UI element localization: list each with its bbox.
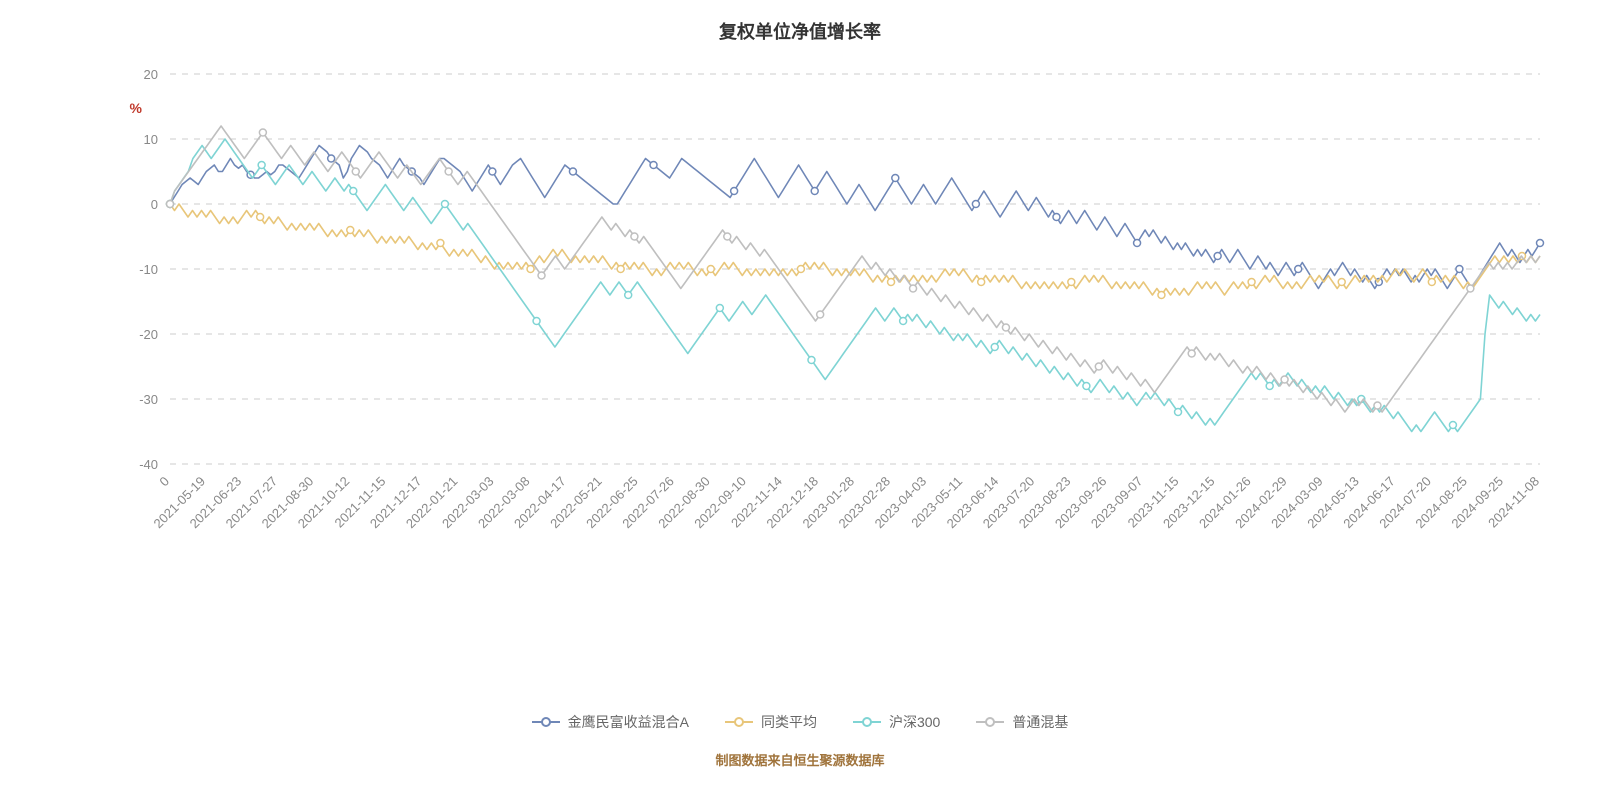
legend-label: 沪深300 [889,712,940,732]
svg-text:-40: -40 [139,457,158,472]
legend-label: 金鹰民富收益混合A [568,712,689,732]
legend-swatch-icon [976,715,1004,729]
nav-growth-chart: -40-30-20-1001020%02021-05-192021-06-232… [0,44,1600,704]
legend-swatch-icon [725,715,753,729]
legend-item: 普通混基 [976,712,1068,732]
legend-item: 金鹰民富收益混合A [532,712,689,732]
legend-label: 同类平均 [761,712,817,732]
legend-swatch-icon [532,715,560,729]
legend-label: 普通混基 [1012,712,1068,732]
svg-text:10: 10 [144,132,158,147]
legend-swatch-icon [853,715,881,729]
svg-text:-20: -20 [139,327,158,342]
chart-footer: 制图数据来自恒生聚源数据库 [0,750,1600,769]
legend: 金鹰民富收益混合A 同类平均 沪深300 普通混基 [0,712,1600,732]
svg-text:0: 0 [151,197,158,212]
svg-text:-30: -30 [139,392,158,407]
svg-text:20: 20 [144,67,158,82]
svg-text:-10: -10 [139,262,158,277]
legend-item: 沪深300 [853,712,940,732]
svg-text:0: 0 [156,474,172,490]
chart-title: 复权单位净值增长率 [0,0,1600,44]
legend-item: 同类平均 [725,712,817,732]
svg-text:%: % [130,100,143,116]
